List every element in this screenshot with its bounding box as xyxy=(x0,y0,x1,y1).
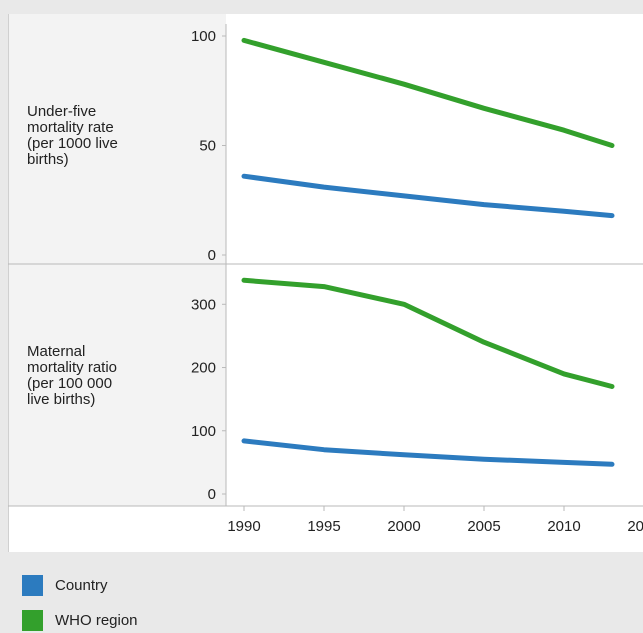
legend-swatch-who-region xyxy=(22,609,43,631)
legend-item-country: Country xyxy=(22,574,108,596)
series-line-who-region-maternal xyxy=(241,277,615,389)
y-tick-label: 0 xyxy=(208,486,216,503)
legend-area xyxy=(0,552,643,633)
y-tick-label: 100 xyxy=(191,28,216,45)
y-ticks-under-five: 0 50 100 xyxy=(191,28,226,264)
x-tick-label: 1990 xyxy=(227,518,260,535)
series-line-country-maternal xyxy=(241,438,615,467)
y-tick-label: 0 xyxy=(208,247,216,264)
x-axis-ticks: 1990 1995 2000 2005 2010 2015 xyxy=(227,506,643,535)
x-tick-label: 1995 xyxy=(307,518,340,535)
label-column xyxy=(9,14,226,506)
legend-swatch-country xyxy=(22,574,43,596)
left-band xyxy=(0,14,8,552)
series-under-five xyxy=(241,37,615,219)
legend-label-who-region: WHO region xyxy=(55,611,138,629)
panel-label-under-five: Under-five mortality rate (per 1000 live… xyxy=(27,103,118,168)
y-tick-label: 200 xyxy=(191,360,216,377)
panel-label-maternal: Maternal mortality ratio (per 100 000 li… xyxy=(27,343,118,408)
y-ticks-maternal: 0 100 200 300 xyxy=(191,296,226,503)
top-band xyxy=(0,0,643,14)
y-tick-label: 300 xyxy=(191,296,216,313)
x-tick-label: 2015 xyxy=(627,518,643,535)
panel-maternal: 0 100 200 300 xyxy=(191,264,615,506)
x-tick-label: 2000 xyxy=(387,518,420,535)
x-tick-label: 2010 xyxy=(547,518,580,535)
x-tick-label: 2005 xyxy=(467,518,500,535)
y-tick-label: 50 xyxy=(199,138,216,155)
y-tick-label: 100 xyxy=(191,423,216,440)
legend-label-country: Country xyxy=(55,576,108,594)
series-maternal xyxy=(241,277,615,467)
panel-under-five: 0 50 100 xyxy=(191,24,615,264)
series-line-who-region-under-five xyxy=(241,37,615,148)
legend-item-who-region: WHO region xyxy=(22,609,138,631)
series-line-country-under-five xyxy=(241,173,615,219)
